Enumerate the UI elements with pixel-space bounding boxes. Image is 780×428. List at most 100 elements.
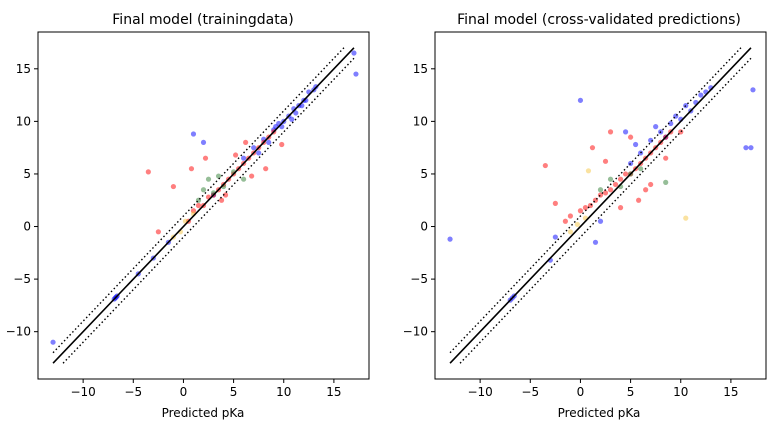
scatter-point bbox=[643, 187, 649, 193]
scatter-point bbox=[750, 87, 756, 93]
scatter-point bbox=[289, 116, 295, 122]
scatter-point bbox=[589, 145, 596, 151]
data-marks bbox=[447, 47, 756, 364]
scatter-point bbox=[622, 129, 629, 135]
scatter-point bbox=[251, 145, 257, 151]
scatter-point bbox=[200, 187, 207, 193]
scatter-point bbox=[627, 134, 634, 140]
scatter-point bbox=[562, 218, 568, 224]
x-tick-label: −10 bbox=[70, 385, 95, 399]
y-tick-label: 5 bbox=[420, 167, 428, 181]
x-tick-label: 15 bbox=[326, 385, 341, 399]
scatter-point bbox=[205, 176, 212, 182]
scatter-point bbox=[663, 179, 669, 185]
x-tick-label: −5 bbox=[521, 385, 539, 399]
scatter-point bbox=[577, 208, 584, 214]
scatter-point bbox=[263, 166, 269, 172]
scatter-point bbox=[552, 200, 558, 206]
x-tick-label: 10 bbox=[673, 385, 688, 399]
cross-validated-panel: Final model (cross-validated predictions… bbox=[403, 12, 767, 420]
plot-area: −10 −5 0 5 10 15 −10 −5 0 5 10 15 bbox=[403, 31, 767, 399]
y-tick-label: −5 bbox=[13, 272, 31, 286]
tolerance-line bbox=[62, 57, 355, 364]
scatter-point bbox=[222, 192, 229, 198]
scatter-point bbox=[597, 218, 604, 224]
scatter-point bbox=[743, 145, 749, 151]
scatter-point bbox=[241, 176, 247, 182]
panel-title: Final model (trainingdata) bbox=[112, 12, 293, 28]
y-tick-label: −10 bbox=[403, 325, 428, 339]
identity-line bbox=[52, 47, 355, 364]
scatter-point bbox=[447, 236, 453, 242]
scatter-point bbox=[218, 197, 225, 203]
identity-line bbox=[449, 47, 752, 364]
y-tick-label: −5 bbox=[410, 272, 428, 286]
scatter-point bbox=[577, 97, 584, 103]
scatter-point bbox=[636, 197, 642, 203]
scatter-point bbox=[582, 205, 589, 211]
scatter-point bbox=[195, 202, 202, 209]
scatter-point bbox=[202, 155, 209, 161]
scatter-point bbox=[351, 50, 357, 56]
scatter-point bbox=[607, 129, 614, 135]
scatter-point bbox=[617, 176, 624, 182]
y-tick-label: 15 bbox=[16, 62, 31, 76]
scatter-point bbox=[542, 162, 548, 169]
scatter-point bbox=[602, 158, 609, 164]
scatter-point bbox=[249, 173, 255, 179]
tolerance-line bbox=[459, 57, 752, 364]
data-marks bbox=[50, 47, 359, 364]
scatter-point bbox=[241, 155, 247, 161]
scatter-point bbox=[200, 139, 207, 146]
scatter-point bbox=[748, 145, 754, 151]
y-tick-label: 15 bbox=[413, 62, 428, 76]
plot-area: −10 −5 0 5 10 15 −10 −5 0 5 10 15 bbox=[6, 31, 370, 399]
x-axis-label: Predicted pKa bbox=[558, 406, 641, 420]
scatter-point bbox=[145, 169, 151, 175]
scatter-point bbox=[602, 190, 609, 196]
scatter-point bbox=[190, 131, 197, 137]
scatter-point bbox=[622, 171, 629, 177]
x-tick-label: −5 bbox=[124, 385, 142, 399]
scatter-point bbox=[155, 229, 161, 235]
scatter-point bbox=[607, 187, 614, 193]
x-tick-label: 5 bbox=[627, 385, 635, 399]
scatter-point bbox=[592, 239, 599, 245]
axes-frame bbox=[434, 31, 767, 380]
y-tick-label: 10 bbox=[413, 114, 428, 128]
scatter-point bbox=[648, 181, 654, 188]
x-tick-label: 10 bbox=[276, 385, 291, 399]
scatter-point bbox=[552, 234, 558, 240]
y-tick-label: −10 bbox=[6, 325, 31, 339]
scatter-point bbox=[279, 141, 285, 148]
scatter-point bbox=[633, 141, 639, 148]
scatter-point bbox=[698, 92, 704, 98]
scatter-point bbox=[256, 150, 262, 156]
scatter-point bbox=[638, 166, 644, 172]
scatter-point bbox=[627, 160, 634, 167]
scatter-point bbox=[585, 168, 592, 174]
scatter-point bbox=[612, 181, 619, 188]
scatter-point bbox=[668, 120, 674, 127]
scatter-point bbox=[617, 205, 624, 211]
x-tick-label: 0 bbox=[180, 385, 188, 399]
scatter-point bbox=[567, 213, 574, 219]
tolerance-line bbox=[52, 47, 345, 354]
x-tick-label: 15 bbox=[723, 385, 738, 399]
y-tick-label: 0 bbox=[420, 220, 428, 234]
x-tick-label: 5 bbox=[230, 385, 238, 399]
x-tick-label: −10 bbox=[467, 385, 492, 399]
scatter-point bbox=[243, 139, 249, 146]
panel-title: Final model (cross-validated predictions… bbox=[457, 12, 741, 28]
scatter-point bbox=[683, 215, 689, 221]
y-tick-label: 0 bbox=[23, 220, 31, 234]
scatter-point bbox=[215, 173, 222, 179]
scatter-point bbox=[50, 339, 56, 345]
scatter-point bbox=[293, 110, 299, 116]
training-data-panel: Final model (trainingdata) Predicted pKa… bbox=[6, 12, 370, 420]
scatter-point bbox=[663, 155, 669, 161]
y-tick-label: 5 bbox=[23, 167, 31, 181]
scatter-point bbox=[653, 124, 659, 130]
axes-frame bbox=[37, 31, 370, 380]
